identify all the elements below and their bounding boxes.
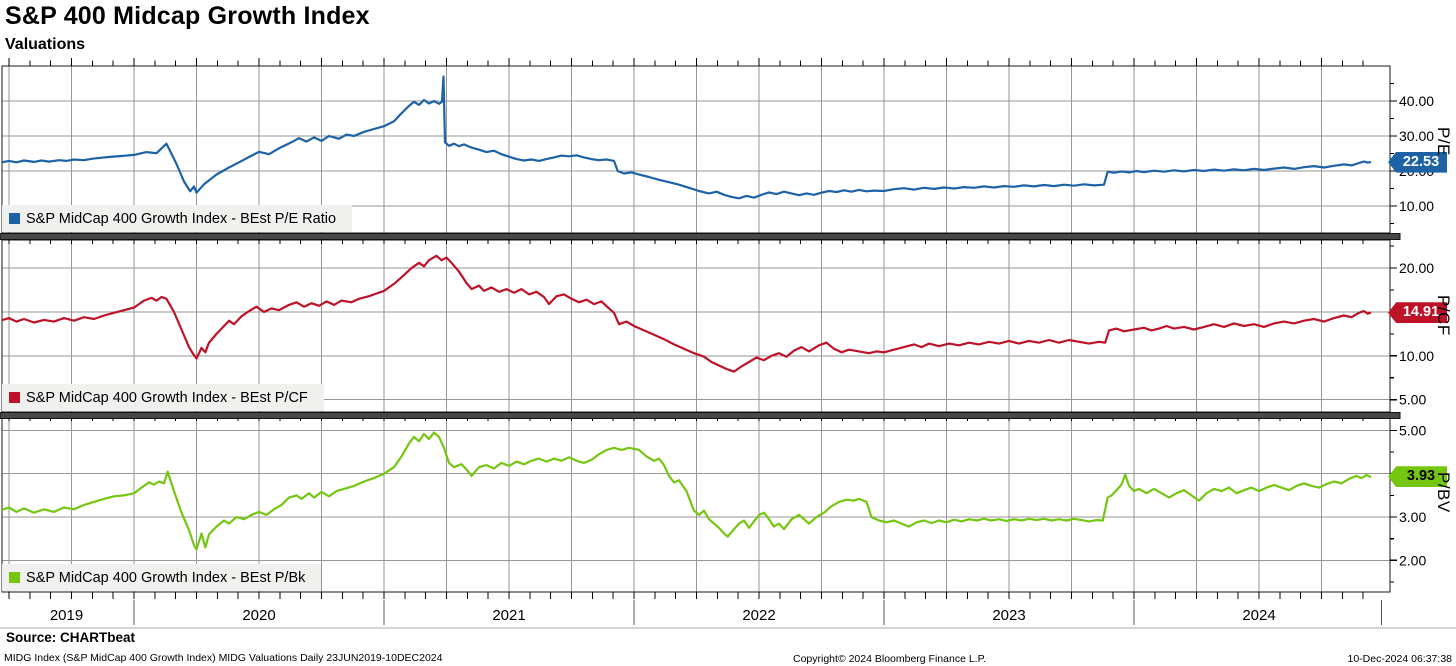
panel-separator xyxy=(0,412,1401,419)
page-title: S&P 400 Midcap Growth Index xyxy=(5,2,370,30)
series-line-best-pe-ratio xyxy=(2,75,1372,200)
year-label: 2019 xyxy=(50,607,83,624)
axis-tick-label: 2.00 xyxy=(1399,552,1426,568)
axis-tick-label: 30.00 xyxy=(1399,128,1434,144)
legend-pbk-label: S&P MidCap 400 Growth Index - BEst P/Bk xyxy=(26,569,306,586)
axis-tick-label: 40.00 xyxy=(1399,93,1434,109)
copyright-label: Copyright© 2024 Bloomberg Finance L.P. xyxy=(793,653,987,665)
year-label: 2022 xyxy=(742,607,775,624)
series-line-best-pbk xyxy=(2,431,1372,551)
pbk-legend-swatch-icon xyxy=(9,572,20,583)
year-label: 2024 xyxy=(1242,607,1275,624)
legend-pe-label: S&P MidCap 400 Growth Index - BEst P/E R… xyxy=(26,210,337,227)
year-label: 2021 xyxy=(492,607,525,624)
pcf-legend-swatch-icon xyxy=(9,392,20,403)
year-label: 2020 xyxy=(242,607,275,624)
pe-axis-title: P/E xyxy=(1434,127,1453,156)
pcf-last-value-tag: 14.91 xyxy=(1388,302,1447,324)
source-label: Source: CHARTbeat xyxy=(6,630,136,645)
series-line-best-pcf xyxy=(2,254,1372,373)
axis-tick-label: 20.00 xyxy=(1399,260,1434,276)
pbv-last-value-tag: 3.93 xyxy=(1388,466,1447,488)
pbv-axis-title: P/BV xyxy=(1434,472,1453,513)
axis-tick-label: 3.00 xyxy=(1399,509,1426,525)
page-subtitle: Valuations xyxy=(5,36,86,53)
chart-meta-line: MIDG Index (S&P MidCap 400 Growth Index)… xyxy=(4,652,443,664)
pcf-axis-title: P/CF xyxy=(1434,295,1453,336)
legend-pe: S&P MidCap 400 Growth Index - BEst P/E R… xyxy=(2,205,353,232)
legend-pcf: S&P MidCap 400 Growth Index - BEst P/CF xyxy=(2,384,324,411)
legend-pbk: S&P MidCap 400 Growth Index - BEst P/Bk xyxy=(2,564,322,591)
axis-tick-label: 5.00 xyxy=(1399,422,1426,438)
pe-legend-swatch-icon xyxy=(9,213,20,224)
axis-tick-label: 5.00 xyxy=(1399,392,1426,408)
legend-pcf-label: S&P MidCap 400 Growth Index - BEst P/CF xyxy=(26,389,308,406)
pe-last-value-tag: 22.53 xyxy=(1388,151,1447,173)
timestamp-label: 10-Dec-2024 06:37:38 xyxy=(1347,653,1453,665)
year-label: 2023 xyxy=(992,607,1025,624)
axis-tick-label: 10.00 xyxy=(1399,198,1434,214)
axis-tick-label: 10.00 xyxy=(1399,348,1434,364)
panel-separator xyxy=(0,233,1401,240)
